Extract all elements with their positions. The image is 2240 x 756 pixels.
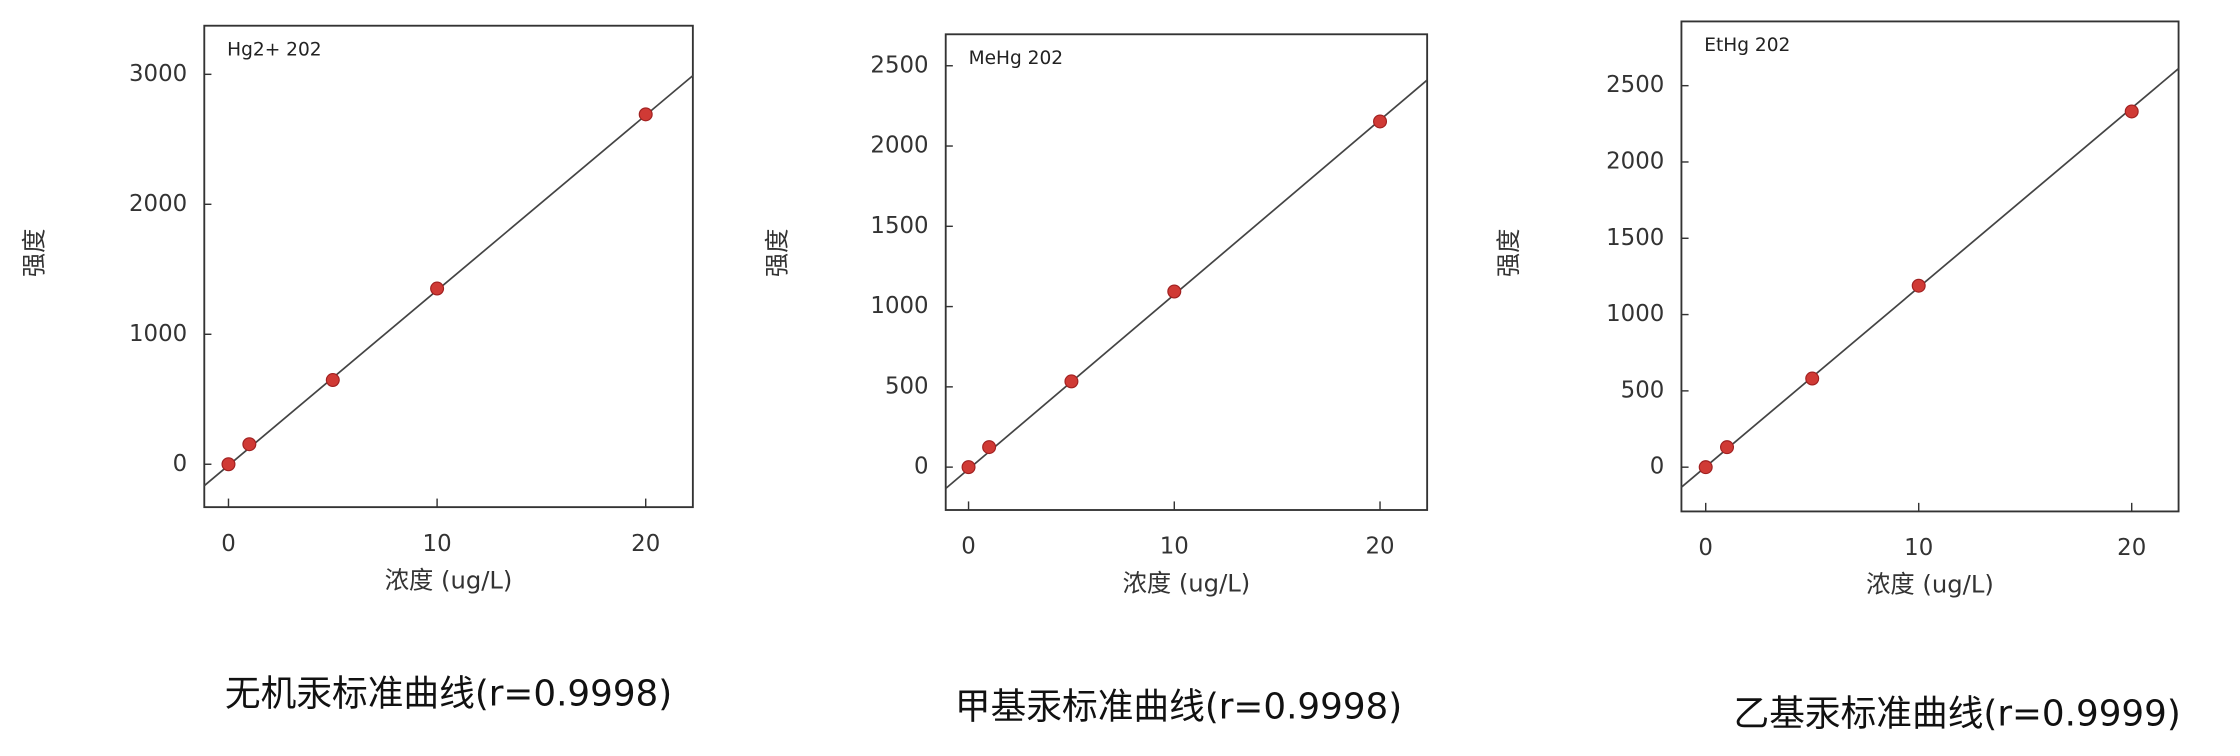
data-point — [1167, 284, 1182, 299]
y-tick-label: 3000 — [129, 61, 187, 87]
y-tick-label: 1000 — [1606, 301, 1664, 327]
y-axis-label: 强度 — [1494, 229, 1523, 278]
plot-frame — [203, 24, 694, 509]
y-tick-label: 0 — [1650, 454, 1665, 480]
x-tick-label: 10 — [1160, 534, 1189, 560]
data-point — [430, 281, 445, 296]
caption: 无机汞标准曲线(r=0.9998) — [225, 674, 672, 715]
inner-title: MeHg 202 — [969, 48, 1064, 69]
y-tick-label: 500 — [885, 373, 929, 399]
data-point — [1373, 114, 1388, 129]
data-point — [638, 107, 653, 122]
y-tick-label: 2000 — [1606, 148, 1664, 174]
x-tick-label: 0 — [1698, 535, 1713, 561]
x-axis-label: 浓度 (ug/L) — [385, 565, 513, 594]
fit-line — [1680, 67, 2180, 488]
y-tick-label: 1500 — [1606, 225, 1664, 251]
caption: 甲基汞标准曲线(r=0.9998) — [955, 687, 1402, 728]
y-tick-label: 0 — [173, 451, 188, 477]
data-point — [1064, 374, 1079, 389]
y-tick-label: 2000 — [870, 133, 928, 159]
plot-frame — [944, 33, 1429, 511]
y-tick-label: 500 — [1621, 377, 1665, 403]
data-point — [2124, 104, 2139, 119]
x-tick-label: 20 — [631, 531, 660, 557]
y-tick-label: 2000 — [129, 191, 187, 217]
y-axis-label: 强度 — [763, 229, 792, 278]
y-tick-label: 2500 — [870, 52, 928, 78]
y-tick-label: 1500 — [870, 213, 928, 239]
y-tick-label: 1000 — [129, 321, 187, 347]
fit-line — [203, 74, 694, 487]
y-tick-label: 2500 — [1606, 72, 1664, 98]
data-point — [221, 457, 236, 472]
fit-line — [945, 79, 1428, 490]
data-point — [1805, 371, 1820, 386]
x-axis-label: 浓度 (ug/L) — [1866, 570, 1994, 599]
y-axis-label: 强度 — [20, 229, 49, 278]
inner-title: EtHg 202 — [1704, 35, 1790, 56]
inner-title: Hg2+ 202 — [227, 40, 321, 61]
data-point — [1720, 440, 1735, 455]
x-tick-label: 0 — [961, 534, 976, 560]
data-point — [325, 373, 340, 388]
x-tick-label: 20 — [1365, 534, 1394, 560]
x-tick-label: 0 — [221, 531, 236, 557]
x-tick-label: 20 — [2117, 535, 2146, 561]
data-point — [242, 437, 257, 452]
data-point — [1911, 278, 1926, 293]
y-tick-label: 1000 — [870, 293, 928, 319]
data-point — [982, 440, 997, 455]
y-tick-label: 0 — [914, 454, 929, 480]
x-tick-label: 10 — [1904, 535, 1933, 561]
x-axis-label: 浓度 (ug/L) — [1123, 568, 1251, 597]
x-tick-label: 10 — [423, 531, 452, 557]
data-point — [1698, 460, 1713, 475]
data-point — [961, 460, 976, 475]
caption: 乙基汞标准曲线(r=0.9999) — [1733, 694, 2180, 735]
plot-frame — [1680, 20, 2180, 513]
